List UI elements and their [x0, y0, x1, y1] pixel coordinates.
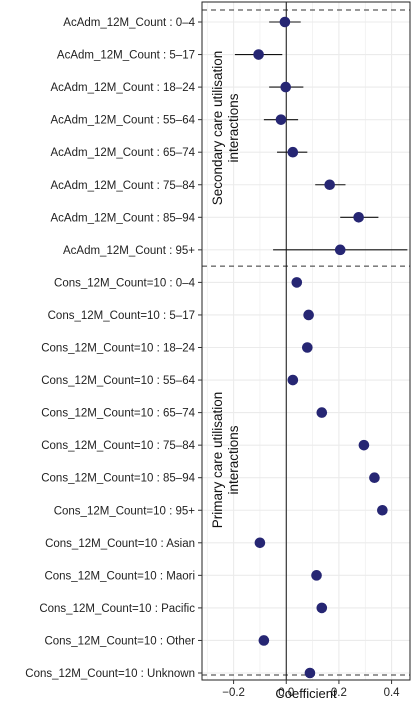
coefficient-point — [311, 570, 322, 581]
y-tick-label: AcAdm_12M_Count : 85–94 — [51, 212, 196, 224]
y-tick-label: Cons_12M_Count=10 : 75–84 — [41, 440, 195, 452]
x-ticks: −0.2 0.0 0.2 0.4 — [222, 680, 400, 699]
group-labels: Secondary care utilisation interactions … — [210, 51, 241, 529]
y-tick-label: Cons_12M_Count=10 : Unknown — [25, 668, 195, 680]
group-label-primary-line2: interactions — [226, 425, 241, 494]
coefficient-point — [334, 244, 346, 256]
data-points — [253, 16, 388, 679]
coefficient-point — [303, 309, 314, 321]
x-tick-label: −0.2 — [222, 687, 245, 699]
coefficient-point — [316, 602, 328, 614]
coefficient-point — [287, 374, 299, 386]
y-tick-labels: AcAdm_12M_Count : 0–4 AcAdm_12M_Count : 5… — [25, 17, 202, 680]
x-tick-label: 0.0 — [278, 687, 294, 699]
y-tick-label: AcAdm_12M_Count : 0–4 — [63, 17, 195, 29]
coefficient-point — [324, 179, 335, 191]
coefficient-point — [258, 635, 270, 646]
y-tick-label: Cons_12M_Count=10 : Other — [44, 635, 195, 647]
coefficient-point — [358, 439, 370, 451]
y-tick-label: Cons_12M_Count=10 : 85–94 — [41, 473, 195, 485]
coefficient-point — [280, 81, 292, 93]
plot-frame — [201, 1, 411, 681]
y-tick-label: AcAdm_12M_Count : 5–17 — [57, 50, 195, 62]
y-tick-label: Cons_12M_Count=10 : 65–74 — [41, 408, 195, 420]
y-tick-label: AcAdm_12M_Count : 55–64 — [51, 115, 196, 127]
y-tick-label: Cons_12M_Count=10 : 5–17 — [48, 310, 195, 322]
y-tick-label: Cons_12M_Count=10 : Maori — [44, 570, 195, 582]
x-tick-label: 0.2 — [331, 687, 347, 699]
coefficient-point — [253, 49, 264, 60]
coefficient-point — [302, 342, 313, 353]
coefficient-point — [304, 667, 316, 679]
coefficient-point — [353, 212, 364, 223]
coefficient-point — [254, 537, 266, 549]
y-tick-label: AcAdm_12M_Count : 18–24 — [51, 82, 196, 94]
group-label-secondary-line1: Secondary care utilisation — [210, 51, 225, 206]
y-tick-label: AcAdm_12M_Count : 75–84 — [51, 180, 196, 192]
y-tick-label: AcAdm_12M_Count : 65–74 — [51, 147, 196, 159]
coefficient-point — [275, 114, 287, 125]
coefficient-point — [316, 407, 328, 418]
coefficient-point — [279, 16, 291, 28]
coefficient-point — [369, 472, 380, 484]
y-tick-label: Cons_12M_Count=10 : 18–24 — [41, 343, 195, 355]
y-tick-label: Cons_12M_Count=10 : 95+ — [54, 505, 196, 517]
coefficient-point — [291, 277, 303, 288]
x-tick-label: 0.4 — [384, 687, 401, 699]
group-label-secondary-line2: interactions — [226, 93, 241, 162]
x-axis-title: Coefficient — [275, 686, 337, 701]
y-tick-label: Cons_12M_Count=10 : 0–4 — [54, 277, 196, 289]
y-tick-label: AcAdm_12M_Count : 95+ — [63, 245, 195, 257]
group-label-primary-line1: Primary care utilisation — [210, 392, 225, 529]
y-tick-label: Cons_12M_Count=10 : Asian — [45, 538, 195, 550]
coefficient-point — [287, 146, 299, 158]
y-tick-label: Cons_12M_Count=10 : Pacific — [39, 603, 195, 615]
y-tick-label: Cons_12M_Count=10 : 55–64 — [41, 375, 195, 387]
coefficient-point — [377, 504, 388, 516]
